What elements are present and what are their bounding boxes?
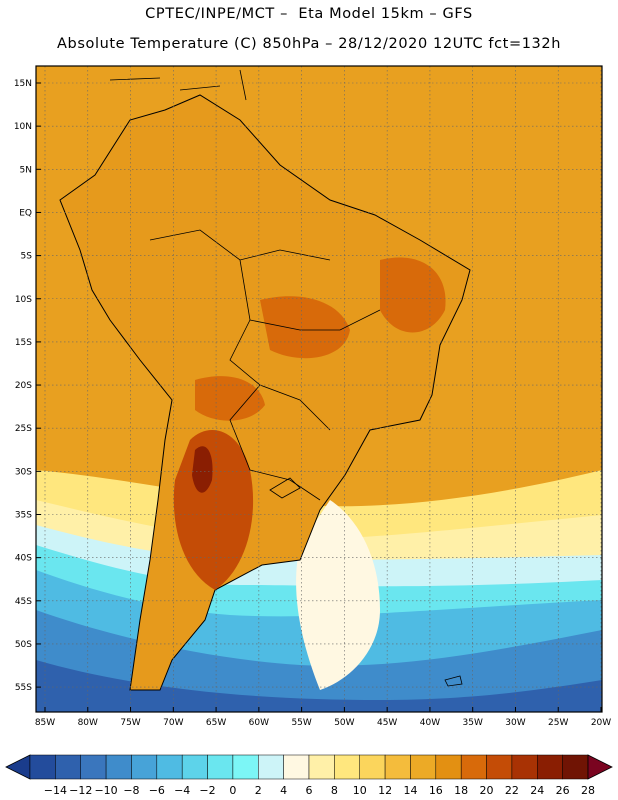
colorbar-swatch [308, 754, 335, 780]
lon-label: 40W [420, 718, 440, 728]
colorbar-tick-label: −4 [174, 784, 190, 797]
colorbar-tick-label: 6 [306, 784, 313, 797]
colorbar-tick-label: 0 [229, 784, 236, 797]
lat-label: 50S [15, 640, 32, 650]
colorbar-tick-label: −6 [149, 784, 165, 797]
lat-label: 10N [14, 122, 32, 132]
colorbar-tick-label: −2 [199, 784, 215, 797]
colorbar-swatch [511, 754, 538, 780]
colorbar-tick-label: −12 [69, 784, 92, 797]
lat-label: 40S [15, 554, 32, 564]
colorbar-swatch [562, 754, 589, 780]
colorbar-swatch [486, 754, 513, 780]
country-borders [149, 229, 381, 501]
colorbar-swatch [537, 754, 563, 780]
colorbar-tick-label: 12 [378, 784, 392, 797]
lon-label: 20W [591, 718, 611, 728]
colorbar-swatch [384, 754, 411, 780]
colorbar-swatch [29, 754, 56, 780]
colorbar-tick-label: −10 [94, 784, 117, 797]
lon-label: 70W [163, 718, 183, 728]
lon-label: 35W [463, 718, 483, 728]
temperature-field [36, 66, 602, 712]
colorbar-tick-label: 24 [530, 784, 544, 797]
lat-label: 15N [14, 79, 32, 89]
lat-label: 30S [15, 467, 32, 477]
band-minus4c [36, 610, 602, 712]
lon-label: 85W [35, 718, 55, 728]
colorbar-swatch [435, 754, 462, 780]
lat-label: 10S [15, 295, 32, 305]
lat-label: 5N [20, 165, 32, 175]
colorbar-swatch [207, 754, 234, 780]
colorbar-tick-label: −8 [123, 784, 139, 797]
map-title-line-1: CPTEC/INPE/MCT – Eta Model 15km – GFS [145, 6, 473, 22]
colorbar-swatch [410, 754, 437, 780]
lat-label: 15S [15, 338, 32, 348]
lat-label: 5S [21, 252, 33, 262]
colorbar-tick-label: 2 [255, 784, 262, 797]
lon-label: 30W [505, 718, 525, 728]
colorbar-swatch [131, 754, 158, 780]
colorbar-swatch [156, 754, 183, 780]
lat-label: 45S [15, 597, 32, 607]
falkland-islands-outline [444, 675, 463, 687]
map-title-line-2: Absolute Temperature (C) 850hPa – 28/12/… [57, 36, 561, 52]
lat-label: 20S [15, 381, 32, 391]
lon-label: 50W [334, 718, 354, 728]
colorbar-tick-label: 8 [331, 784, 338, 797]
band-minus8c [36, 660, 602, 712]
colorbar [5, 754, 613, 780]
colorbar-min-arrow [5, 754, 31, 780]
colorbar-tick-label: 26 [556, 784, 570, 797]
lat-label: 25S [15, 424, 32, 434]
colorbar-swatch [181, 754, 208, 780]
lagoa-dos-patos-outline [269, 477, 301, 499]
colorbar-tick-labels: −14 −12 −10 −8 −6 −4 −2 0 2 4 6 8 10 12 14 16 18 20 22 24 26… [44, 784, 595, 797]
colorbar-swatch [283, 754, 310, 780]
colorbar-swatch [334, 754, 360, 780]
colorbar-max-arrow [587, 754, 613, 780]
lon-label: 80W [78, 718, 98, 728]
longitude-labels: 85W 80W 75W 70W 65W 60W 55W 50W 45W 40W 35W 30W 25W 2… [35, 707, 611, 728]
colorbar-tick-label: 22 [505, 784, 519, 797]
colorbar-tick-label: 14 [403, 784, 417, 797]
colorbar-tick-label: −14 [44, 784, 67, 797]
hot-spot-central-brazil [260, 296, 350, 359]
warm-tongue [296, 500, 380, 690]
lon-label: 55W [291, 718, 311, 728]
latitude-labels: 15N 10N 5N EQ 5S 10S 15S 20S 25S 30S 35S 40S 45S 50S 5… [14, 79, 41, 693]
lon-label: 60W [249, 718, 269, 728]
colorbar-swatch [232, 754, 259, 780]
colorbar-swatch [258, 754, 284, 780]
colorbar-swatch [80, 754, 107, 780]
colorbar-tick-label: 16 [429, 784, 443, 797]
colorbar-swatch [105, 754, 132, 780]
colorbar-tick-label: 10 [353, 784, 367, 797]
south-america-landmass [59, 94, 471, 691]
lon-label: 45W [377, 718, 397, 728]
hot-spot-northeast-brazil [380, 257, 446, 333]
colorbar-tick-label: 28 [581, 784, 595, 797]
colorbar-tick-label: 20 [480, 784, 494, 797]
colorbar-tick-label: 18 [454, 784, 468, 797]
lat-label: 55S [15, 683, 32, 693]
map-frame [35, 65, 603, 713]
colorbar-swatch [55, 754, 81, 780]
lon-label: 75W [120, 718, 140, 728]
lat-label: EQ [19, 208, 32, 218]
lon-label: 25W [548, 718, 568, 728]
lon-label: 65W [206, 718, 226, 728]
hot-spot-paraguay [195, 376, 265, 421]
hottest-spot [192, 446, 213, 493]
colorbar-swatch [460, 754, 487, 780]
caribbean-islands-outline [109, 69, 247, 101]
colorbar-tick-label: 4 [280, 784, 287, 797]
colorbar-swatch [359, 754, 386, 780]
lat-label: 35S [15, 511, 32, 521]
